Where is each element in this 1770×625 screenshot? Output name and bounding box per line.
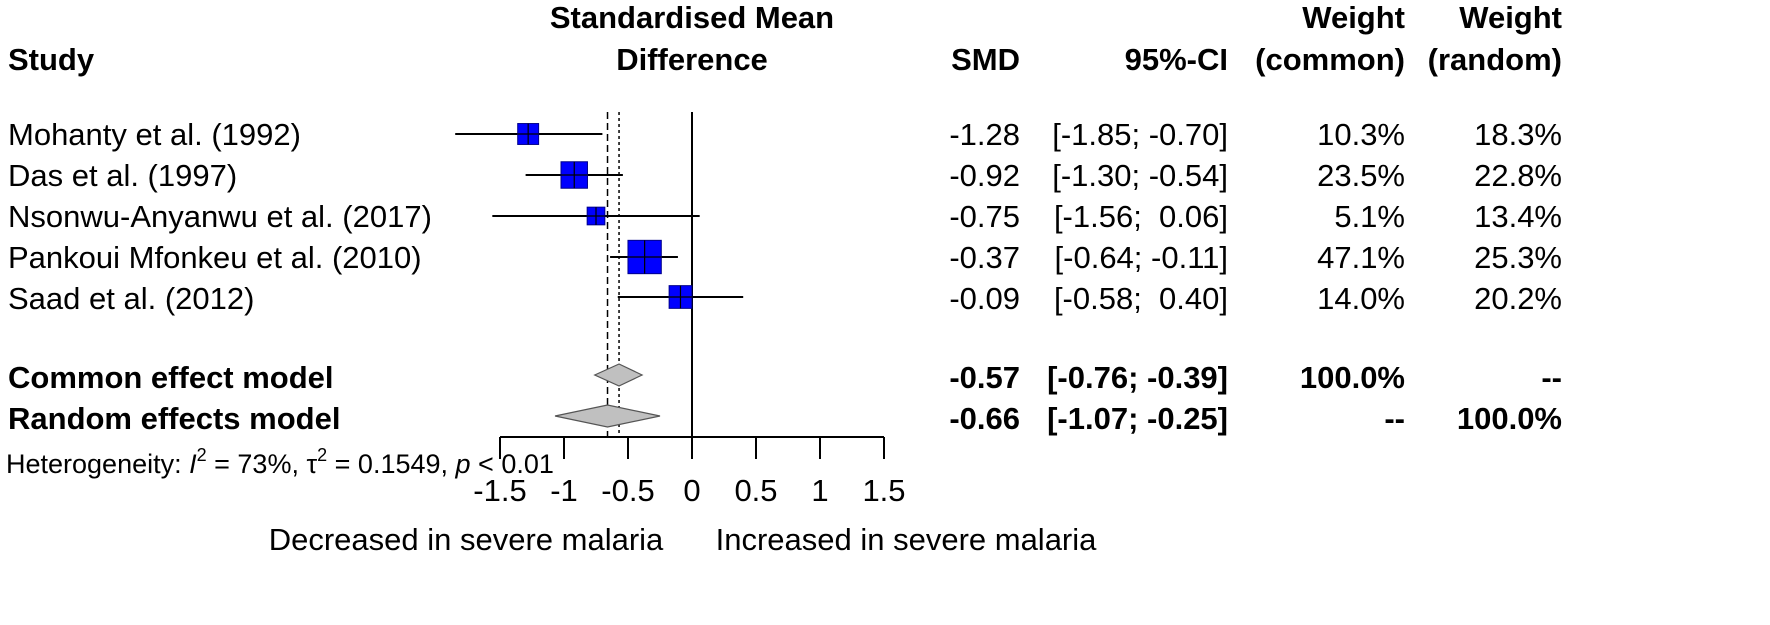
study-ci: [-0.58; 0.40] [1054, 281, 1228, 316]
study-weight-random: 18.3% [1474, 117, 1562, 152]
summary-row-common: Common effect model -0.57 [-0.76; -0.39]… [8, 360, 1562, 395]
plot-area: -1.5 -1 -0.5 0 0.5 1 1.5 [455, 112, 906, 508]
header-weight-random-line2: (random) [1428, 42, 1562, 77]
summary-row-random: Random effects model -0.66 [-1.07; -0.25… [8, 401, 1562, 436]
x-tick-label: -1 [550, 473, 578, 508]
summary-smd: -0.66 [949, 401, 1020, 436]
x-label-right: Increased in severe malaria [716, 522, 1098, 557]
study-weight-common: 23.5% [1317, 158, 1405, 193]
study-name: Pankoui Mfonkeu et al. (2010) [8, 240, 422, 275]
study-row: Nsonwu-Anyanwu et al. (2017) -0.75 [-1.5… [8, 199, 1562, 234]
study-smd: -0.92 [949, 158, 1020, 193]
study-name: Saad et al. (2012) [8, 281, 254, 316]
study-ci: [-1.30; -0.54] [1052, 158, 1228, 193]
x-tick-label: 1.5 [862, 473, 905, 508]
study-ci: [-0.64; -0.11] [1055, 240, 1228, 275]
study-weight-random: 25.3% [1474, 240, 1562, 275]
summary-weight-common: -- [1384, 401, 1405, 436]
summary-smd: -0.57 [949, 360, 1020, 395]
summary-weight-random: 100.0% [1457, 401, 1562, 436]
study-smd: -0.75 [949, 199, 1020, 234]
header-effect-line2: Difference [616, 42, 768, 77]
x-tick-label: -0.5 [601, 473, 654, 508]
study-weight-common: 47.1% [1317, 240, 1405, 275]
study-weight-random: 22.8% [1474, 158, 1562, 193]
summary-name: Random effects model [8, 401, 340, 436]
header-weight-common-line1: Weight [1302, 0, 1405, 35]
study-ci: [-1.85; -0.70] [1052, 117, 1228, 152]
summary-name: Common effect model [8, 360, 334, 395]
summary-weight-random: -- [1541, 360, 1562, 395]
study-weight-common: 10.3% [1317, 117, 1405, 152]
study-row: Pankoui Mfonkeu et al. (2010) -0.37 [-0.… [8, 240, 1562, 275]
header-ci: 95%-CI [1125, 42, 1228, 77]
study-ci: [-1.56; 0.06] [1054, 199, 1228, 234]
header-study: Study [8, 42, 95, 77]
summary-ci: [-0.76; -0.39] [1047, 360, 1228, 395]
heterogeneity-text: Heterogeneity: I2 = 73%, τ2 = 0.1549, p … [6, 445, 554, 479]
study-weight-common: 5.1% [1334, 199, 1405, 234]
study-smd: -1.28 [949, 117, 1020, 152]
study-name: Nsonwu-Anyanwu et al. (2017) [8, 199, 432, 234]
study-row: Saad et al. (2012) -0.09 [-0.58; 0.40] 1… [8, 281, 1562, 316]
x-tick-label: 0.5 [734, 473, 777, 508]
study-row: Mohanty et al. (1992) -1.28 [-1.85; -0.7… [8, 117, 1562, 152]
study-weight-random: 13.4% [1474, 199, 1562, 234]
summary-diamond [593, 363, 644, 387]
header-smd: SMD [951, 42, 1020, 77]
summary-ci: [-1.07; -0.25] [1047, 401, 1228, 436]
x-tick-label: -1.5 [473, 473, 526, 508]
x-tick-label: 1 [811, 473, 828, 508]
summary-diamond [554, 404, 661, 428]
study-name: Mohanty et al. (1992) [8, 117, 301, 152]
header-weight-common-line2: (common) [1255, 42, 1405, 77]
study-row: Das et al. (1997) -0.92 [-1.30; -0.54] 2… [8, 158, 1562, 193]
study-weight-common: 14.0% [1317, 281, 1405, 316]
header-weight-random-line1: Weight [1459, 0, 1562, 35]
x-label-left: Decreased in severe malaria [269, 522, 664, 557]
study-smd: -0.09 [949, 281, 1020, 316]
x-tick-label: 0 [683, 473, 700, 508]
study-smd: -0.37 [949, 240, 1020, 275]
header-effect-line1: Standardised Mean [550, 0, 834, 35]
study-weight-random: 20.2% [1474, 281, 1562, 316]
summary-weight-common: 100.0% [1300, 360, 1405, 395]
study-name: Das et al. (1997) [8, 158, 237, 193]
